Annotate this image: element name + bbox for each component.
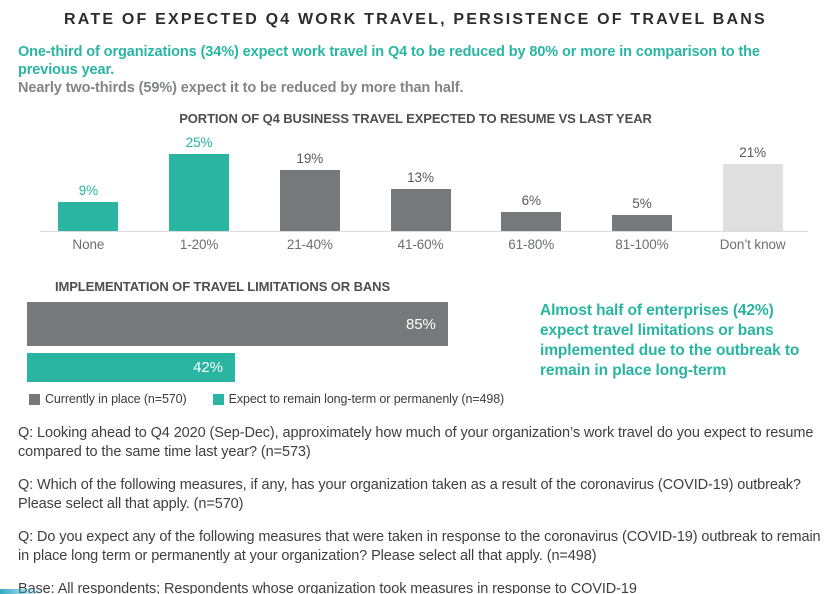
legend-item-expect-to-remain-long-term-or-permanenly-n-498: Expect to remain long-term or permanenly… — [212, 392, 505, 406]
hbar-row-1: 42% — [27, 353, 477, 382]
headline-gray: Nearly two-thirds (59%) expect it to be … — [18, 80, 464, 96]
bar-wrap: 6% — [501, 135, 562, 231]
bar-wrap: 25% — [169, 135, 230, 231]
hbar-currently-in-place-n-570: 85% — [27, 302, 448, 346]
bottom-left-artifact — [0, 589, 44, 594]
legend-swatch — [212, 393, 224, 405]
bar-wrap: 19% — [279, 135, 340, 231]
horizontal-bar-chart: 85% 42% — [27, 302, 477, 389]
category-label-21-40: 21-40% — [286, 237, 333, 252]
vertical-bar-chart-title: PORTION OF Q4 BUSINESS TRAVEL EXPECTED T… — [179, 111, 652, 126]
hbar-value-label: 42% — [193, 359, 223, 376]
hbar-row-0: 85% — [27, 302, 477, 346]
legend-swatch — [29, 393, 40, 405]
footnote-3: Base: All respondents; Respondents whose… — [18, 581, 637, 594]
bar-21-40 — [279, 170, 340, 231]
legend-label: Currently in place (n=570) — [45, 392, 187, 406]
legend: Currently in place (n=570) Expect to rema… — [29, 392, 504, 406]
bar-61-80 — [501, 211, 562, 231]
value-label-1-20: 25% — [185, 135, 213, 150]
value-label-61-80: 6% — [521, 192, 541, 208]
legend-label: Expect to remain long-term or permanenly… — [228, 392, 505, 406]
bar-81-100 — [611, 215, 672, 231]
bar-wrap: 13% — [390, 135, 451, 231]
bar-slot-81-100: 5% 81-100% — [587, 135, 698, 255]
footnotes-block: Q: Looking ahead to Q4 2020 (Sep-Dec), a… — [18, 424, 823, 594]
category-label-41-60: 41-60% — [397, 237, 444, 252]
bar-slot-41-60: 13% 41-60% — [365, 135, 476, 255]
bar-slot-1-20: 25% 1-20% — [144, 135, 255, 255]
hbar-expect-to-remain-long-term-or-permanenly-n-498: 42% — [27, 353, 235, 382]
page-title: RATE OF EXPECTED Q4 WORK TRAVEL, PERSIST… — [64, 11, 767, 28]
value-label-81-100: 5% — [632, 196, 652, 211]
bar-slot-don-t-know: 21% Don’t know — [697, 135, 808, 255]
bar-wrap: 9% — [58, 135, 119, 231]
x-axis-line — [40, 231, 808, 232]
category-label-don-t-know: Don’t know — [719, 237, 786, 252]
bar-slots: 9% None 25% 1-20% 19% 21-40% 13% 41-60% 6% 61-80%… — [33, 135, 808, 255]
bar-wrap: 5% — [611, 135, 672, 231]
category-label-61-80: 61-80% — [508, 237, 555, 252]
bar-1-20 — [169, 154, 230, 231]
value-label-none: 9% — [78, 183, 99, 199]
value-label-41-60: 13% — [407, 170, 434, 186]
bar-slot-61-80: 6% 61-80% — [476, 135, 587, 255]
bar-slot-21-40: 19% 21-40% — [254, 135, 365, 255]
bar-wrap: 21% — [722, 135, 783, 231]
bar-41-60 — [390, 189, 451, 231]
horizontal-bar-chart-title: IMPLEMENTATION OF TRAVEL LIMITATIONS OR … — [55, 279, 391, 294]
bar-don-t-know — [722, 163, 783, 231]
value-label-21-40: 19% — [296, 151, 324, 167]
bar-none — [58, 202, 119, 231]
headline-teal: One-third of organizations (34%) expect … — [18, 44, 760, 78]
footnote-0: Q: Looking ahead to Q4 2020 (Sep-Dec), a… — [18, 425, 814, 460]
bar-slot-none: 9% None — [33, 135, 144, 255]
hbar-value-label: 85% — [406, 315, 436, 333]
insight-text: Almost half of enterprises (42%) expect … — [540, 302, 800, 379]
value-label-don-t-know: 21% — [739, 144, 767, 160]
category-label-none: None — [72, 237, 105, 252]
vertical-bar-chart: 9% None 25% 1-20% 19% 21-40% 13% 41-60% 6% 61-80%… — [33, 135, 808, 255]
footnote-2: Q: Do you expect any of the following me… — [18, 529, 821, 564]
category-label-81-100: 81-100% — [615, 237, 669, 252]
headline-block: One-third of organizations (34%) expect … — [18, 43, 813, 97]
legend-item-currently-in-place-n-570: Currently in place (n=570) — [29, 392, 187, 406]
footnote-1: Q: Which of the following measures, if a… — [18, 477, 801, 512]
category-label-1-20: 1-20% — [179, 237, 219, 252]
